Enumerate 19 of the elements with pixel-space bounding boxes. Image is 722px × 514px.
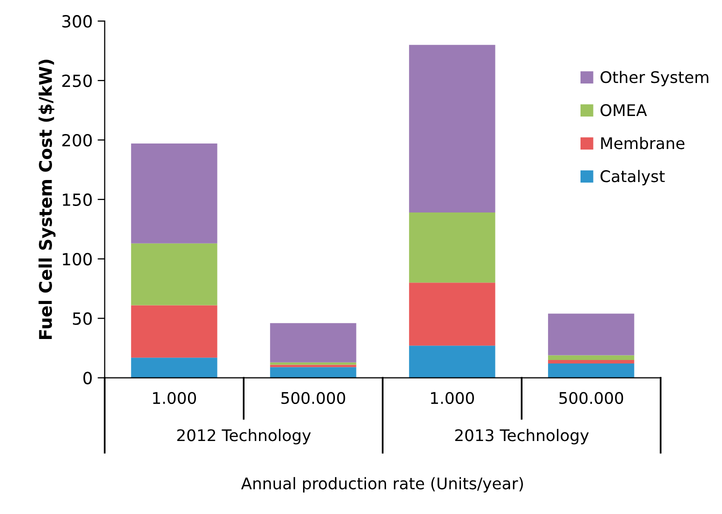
x-axis-title: Annual production rate (Units/year) [241,477,523,493]
x-tick-label: 500.000 [281,392,346,404]
y-tick-label: 250 [62,74,92,88]
y-tick-label: 300 [62,15,92,28]
legend-label: Catalyst [600,170,665,186]
text: 2013 Technology [455,428,589,444]
text: 2012 Technology [177,428,311,444]
y-axis-title: Fuel Cell System Cost ($/kW) [38,60,56,339]
legend-label: OMEA [600,104,647,116]
legend-label: Membrane [601,136,684,150]
legend-label: Other System [600,70,708,86]
x-tick-label: 1.000 [431,392,474,404]
y-tick-label: 0 [83,372,92,384]
x-tick-label: 500.000 [559,392,624,404]
y-tick-label: 200 [62,134,92,147]
y-tick-label: 50 [72,312,92,325]
y-tick-label: 100 [62,252,92,266]
y-tick-label: 150 [62,193,92,206]
x-tick-label: 1.000 [153,392,196,404]
